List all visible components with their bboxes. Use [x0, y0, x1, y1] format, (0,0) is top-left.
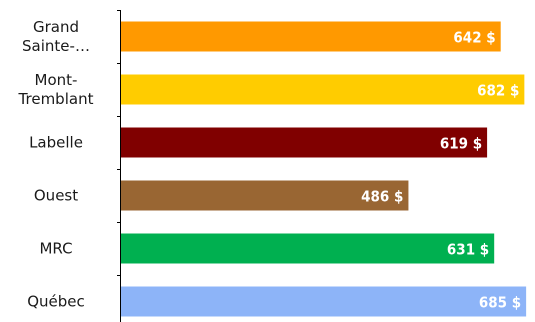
category-axis-ticks: [117, 10, 121, 276]
bar: [121, 127, 488, 158]
data-label: 631 $: [447, 241, 489, 259]
bar: [121, 74, 525, 105]
data-label: 486 $: [361, 188, 403, 206]
bar: [121, 233, 495, 264]
data-label: 642 $: [453, 29, 495, 47]
bar: [121, 21, 501, 52]
bars-group: [121, 21, 527, 317]
category-label: Ouest: [34, 187, 78, 205]
bar: [121, 180, 409, 211]
category-label: Québec: [27, 293, 85, 311]
data-label: 682 $: [477, 82, 519, 100]
data-label: 619 $: [440, 135, 482, 153]
category-label: Grand Sainte-…: [22, 18, 90, 55]
data-labels: 642 $ 682 $ 619 $ 486 $ 631 $ 685 $: [361, 29, 521, 312]
category-labels: Grand Sainte-… Mont-Tremblant Labelle Ouest M…: [18, 18, 94, 311]
category-label: Mont-Tremblant: [18, 71, 94, 108]
category-label: MRC: [39, 240, 72, 258]
bar: [121, 286, 527, 317]
data-label: 685 $: [479, 294, 521, 312]
category-label: Labelle: [29, 134, 83, 152]
